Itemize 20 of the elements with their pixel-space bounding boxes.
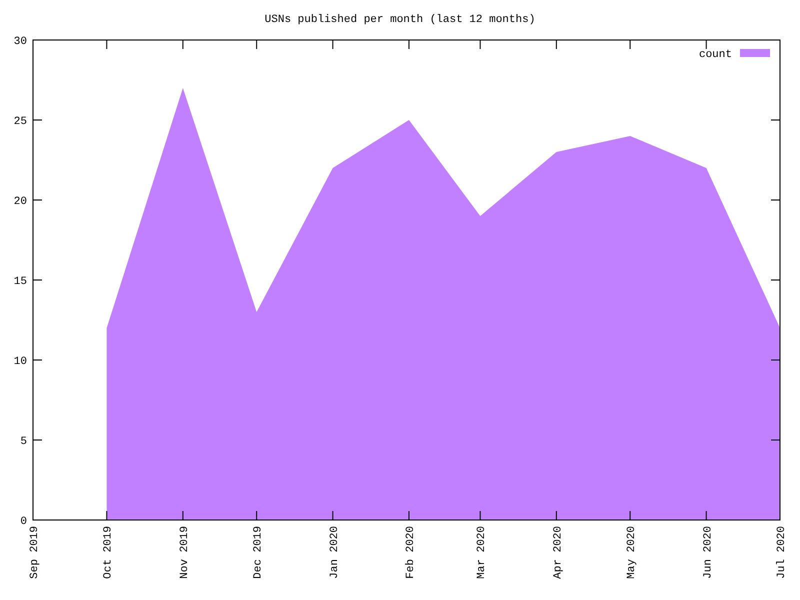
x-tick-label: Feb 2020 xyxy=(404,526,417,579)
y-tick-label: 0 xyxy=(20,516,27,528)
y-tick-label: 25 xyxy=(14,116,27,128)
y-tick-label: 20 xyxy=(14,196,27,208)
y-tick-label: 30 xyxy=(14,36,27,48)
chart-title: USNs published per month (last 12 months) xyxy=(264,14,536,26)
x-tick-label: May 2020 xyxy=(626,526,638,579)
x-tick-label: Dec 2019 xyxy=(252,526,265,579)
x-tick-label: Jan 2020 xyxy=(328,526,341,579)
x-tick-label: Nov 2019 xyxy=(178,526,191,579)
legend-label: count xyxy=(698,49,732,61)
x-tick-label: Jun 2020 xyxy=(702,526,714,579)
x-tick-label: Oct 2019 xyxy=(102,526,115,579)
x-tick-label: Sep 2019 xyxy=(29,526,41,579)
y-tick-label: 10 xyxy=(14,356,27,368)
y-tick-label: 15 xyxy=(14,276,27,288)
y-tick-label: 5 xyxy=(20,436,27,448)
x-tick-label: Apr 2020 xyxy=(552,526,564,579)
x-tick-label: Mar 2020 xyxy=(476,526,488,579)
x-tick-label: Jul 2020 xyxy=(776,526,788,579)
